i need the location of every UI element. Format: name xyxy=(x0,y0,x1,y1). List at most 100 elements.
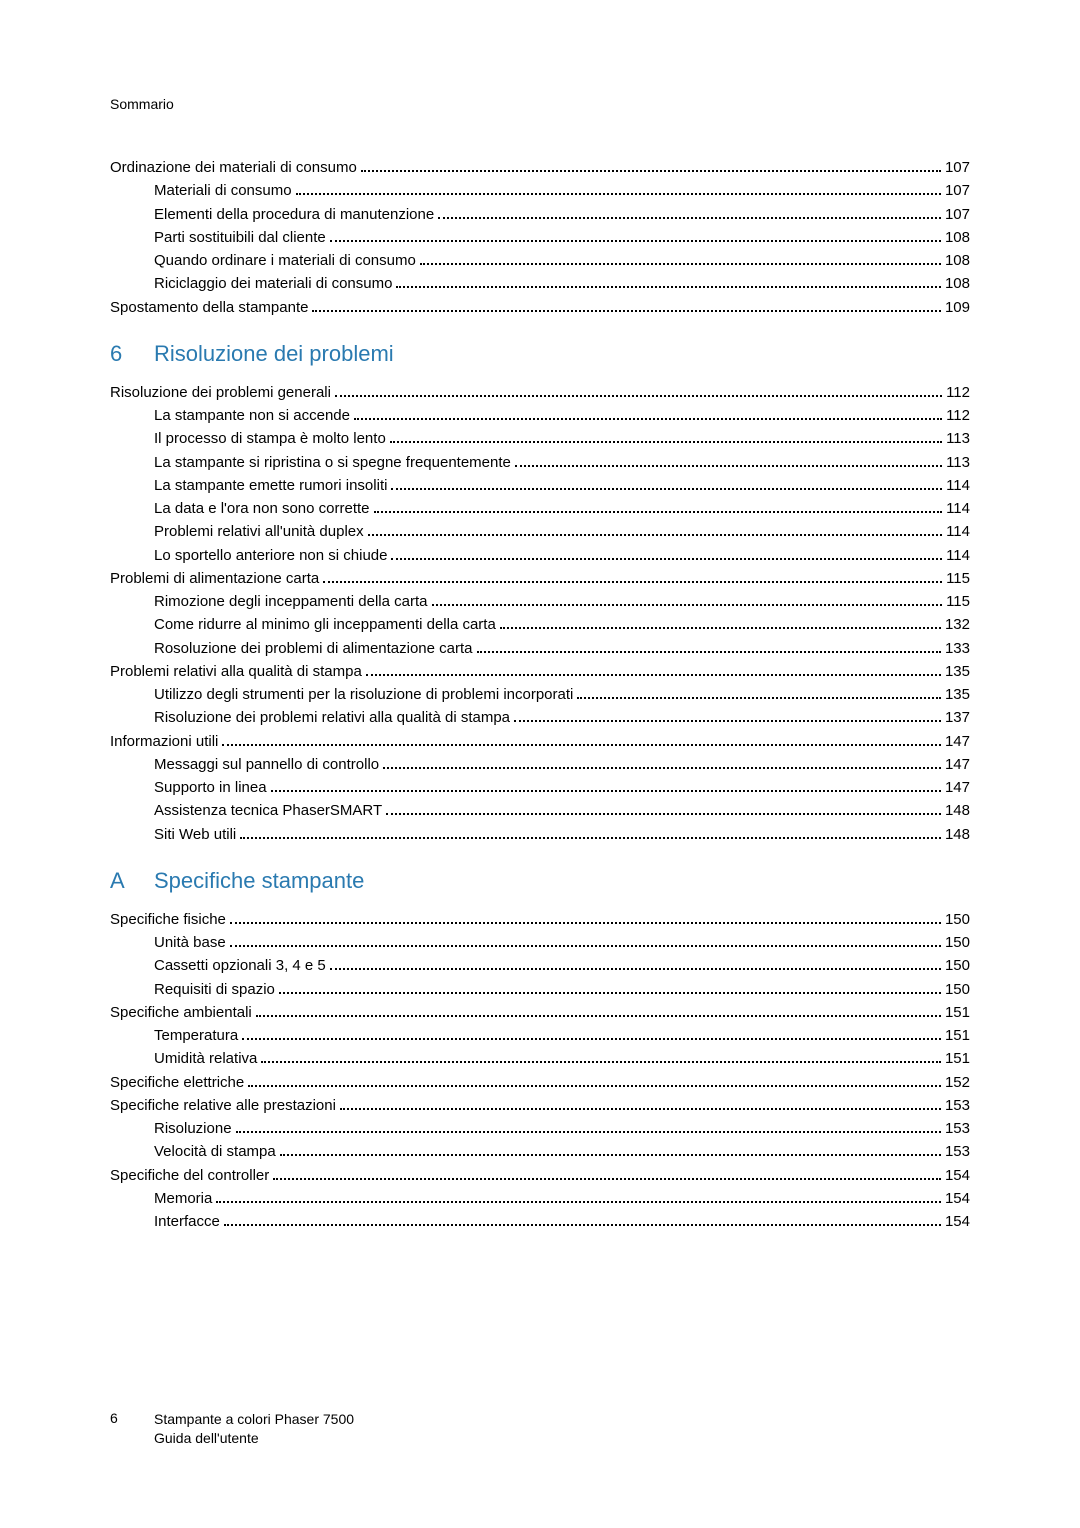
leader-dots xyxy=(340,1108,941,1110)
toc-entry[interactable]: Interfacce154 xyxy=(110,1210,970,1233)
toc-entry-label: Unità base xyxy=(154,931,226,954)
toc-entry-label: Riciclaggio dei materiali di consumo xyxy=(154,272,392,295)
toc-entry[interactable]: Rimozione degli inceppamenti della carta… xyxy=(110,590,970,613)
toc-entry-label: Specifiche ambientali xyxy=(110,1001,252,1024)
toc-entry-label: Supporto in linea xyxy=(154,776,267,799)
toc-entry[interactable]: Ordinazione dei materiali di consumo 107 xyxy=(110,156,970,179)
leader-dots xyxy=(514,720,941,722)
toc-entry[interactable]: Temperatura151 xyxy=(110,1024,970,1047)
toc-entry[interactable]: Siti Web utili148 xyxy=(110,823,970,846)
toc-entry-page: 153 xyxy=(945,1094,970,1117)
toc-entry-page: 115 xyxy=(946,567,970,590)
toc-entry[interactable]: Specifiche del controller154 xyxy=(110,1164,970,1187)
leader-dots xyxy=(390,441,942,443)
leader-dots xyxy=(279,992,941,994)
toc-entry-page: 151 xyxy=(945,1001,970,1024)
toc-entry[interactable]: Lo sportello anteriore non si chiude114 xyxy=(110,544,970,567)
toc-entry[interactable]: Risoluzione dei problemi relativi alla q… xyxy=(110,706,970,729)
toc-entry[interactable]: Cassetti opzionali 3, 4 e 5150 xyxy=(110,954,970,977)
toc-entry-page: 108 xyxy=(945,249,970,272)
toc-entry[interactable]: La stampante non si accende 112 xyxy=(110,404,970,427)
toc-entry[interactable]: Elementi della procedura di manutenzione… xyxy=(110,203,970,226)
leader-dots xyxy=(361,170,941,172)
toc-entry-page: 112 xyxy=(946,381,970,404)
toc-entry-page: 107 xyxy=(945,203,970,226)
toc-entry[interactable]: La stampante emette rumori insoliti114 xyxy=(110,474,970,497)
toc-entry[interactable]: Problemi relativi all'unità duplex114 xyxy=(110,520,970,543)
toc-entry[interactable]: Risoluzione153 xyxy=(110,1117,970,1140)
toc-entry[interactable]: Come ridurre al minimo gli inceppamenti … xyxy=(110,613,970,636)
toc-entry[interactable]: Materiali di consumo107 xyxy=(110,179,970,202)
toc-entry-page: 113 xyxy=(946,451,970,474)
leader-dots xyxy=(296,193,941,195)
leader-dots xyxy=(216,1201,941,1203)
toc-entry[interactable]: La data e l'ora non sono corrette114 xyxy=(110,497,970,520)
toc-entry-page: 115 xyxy=(946,590,970,613)
toc-entry-page: 147 xyxy=(945,730,970,753)
toc-entry[interactable]: Supporto in linea 147 xyxy=(110,776,970,799)
toc-entry-page: 147 xyxy=(945,776,970,799)
footer-text: Stampante a colori Phaser 7500 Guida del… xyxy=(154,1410,354,1448)
toc-entry[interactable]: Parti sostituibili dal cliente108 xyxy=(110,226,970,249)
toc-entry-label: Specifiche del controller xyxy=(110,1164,269,1187)
toc-entry[interactable]: Specifiche elettriche152 xyxy=(110,1071,970,1094)
toc-entry-label: Risoluzione xyxy=(154,1117,232,1140)
leader-dots xyxy=(391,558,942,560)
toc-entry[interactable]: Messaggi sul pannello di controllo147 xyxy=(110,753,970,776)
toc-entry[interactable]: La stampante si ripristina o si spegne f… xyxy=(110,451,970,474)
toc-entry-label: La stampante non si accende xyxy=(154,404,350,427)
toc-entry-page: 109 xyxy=(945,296,970,319)
leader-dots xyxy=(383,767,941,769)
leader-dots xyxy=(477,651,941,653)
toc-entry-label: Spostamento della stampante xyxy=(110,296,308,319)
page-root: Sommario Ordinazione dei materiali di co… xyxy=(0,0,1080,1528)
chapter-number: 6 xyxy=(110,341,154,367)
leader-dots xyxy=(335,395,942,397)
leader-dots xyxy=(242,1038,941,1040)
toc-entry[interactable]: Memoria154 xyxy=(110,1187,970,1210)
toc-entry[interactable]: Spostamento della stampante 109 xyxy=(110,296,970,319)
toc-entry[interactable]: Umidità relativa151 xyxy=(110,1047,970,1070)
toc-entry-page: 112 xyxy=(946,404,970,427)
toc-entry[interactable]: Riciclaggio dei materiali di consumo108 xyxy=(110,272,970,295)
toc-entry[interactable]: Il processo di stampa è molto lento113 xyxy=(110,427,970,450)
toc-entry[interactable]: Rosoluzione dei problemi di alimentazion… xyxy=(110,637,970,660)
running-head: Sommario xyxy=(110,96,970,112)
toc-entry-page: 154 xyxy=(945,1210,970,1233)
toc-entry[interactable]: Utilizzo degli strumenti per la risoluzi… xyxy=(110,683,970,706)
toc-entry[interactable]: Velocità di stampa153 xyxy=(110,1140,970,1163)
toc-entry-page: 137 xyxy=(945,706,970,729)
toc-entry[interactable]: Problemi di alimentazione carta115 xyxy=(110,567,970,590)
toc-entry-label: Ordinazione dei materiali di consumo xyxy=(110,156,357,179)
toc-entry[interactable]: Assistenza tecnica PhaserSMART148 xyxy=(110,799,970,822)
footer-page-number: 6 xyxy=(110,1410,154,1426)
toc-entry[interactable]: Risoluzione dei problemi generali112 xyxy=(110,381,970,404)
toc-entry[interactable]: Problemi relativi alla qualità di stampa… xyxy=(110,660,970,683)
toc-entry[interactable]: Requisiti di spazio150 xyxy=(110,978,970,1001)
toc-entry-page: 107 xyxy=(945,179,970,202)
leader-dots xyxy=(396,286,941,288)
toc-entry-label: Siti Web utili xyxy=(154,823,236,846)
toc-entry[interactable]: Informazioni utili147 xyxy=(110,730,970,753)
toc-entry[interactable]: Quando ordinare i materiali di consumo 10… xyxy=(110,249,970,272)
toc-entry-label: Il processo di stampa è molto lento xyxy=(154,427,386,450)
toc-entry-label: Lo sportello anteriore non si chiude xyxy=(154,544,387,567)
footer-line-2: Guida dell'utente xyxy=(154,1429,354,1448)
toc-entry[interactable]: Specifiche relative alle prestazioni153 xyxy=(110,1094,970,1117)
leader-dots xyxy=(515,465,942,467)
toc-entry-label: Quando ordinare i materiali di consumo xyxy=(154,249,416,272)
toc-entry-page: 151 xyxy=(945,1024,970,1047)
leader-dots xyxy=(248,1085,941,1087)
leader-dots xyxy=(420,263,941,265)
toc-entry-label: La stampante si ripristina o si spegne f… xyxy=(154,451,511,474)
leader-dots xyxy=(368,534,942,536)
toc-entry[interactable]: Specifiche ambientali 151 xyxy=(110,1001,970,1024)
toc-entry[interactable]: Specifiche fisiche150 xyxy=(110,908,970,931)
toc-entry-page: 107 xyxy=(945,156,970,179)
toc-entry-page: 147 xyxy=(945,753,970,776)
toc-entry-label: Utilizzo degli strumenti per la risoluzi… xyxy=(154,683,573,706)
toc-entry-label: Problemi relativi alla qualità di stampa xyxy=(110,660,362,683)
toc-entry[interactable]: Unità base150 xyxy=(110,931,970,954)
leader-dots xyxy=(236,1131,941,1133)
toc-entry-label: La stampante emette rumori insoliti xyxy=(154,474,387,497)
